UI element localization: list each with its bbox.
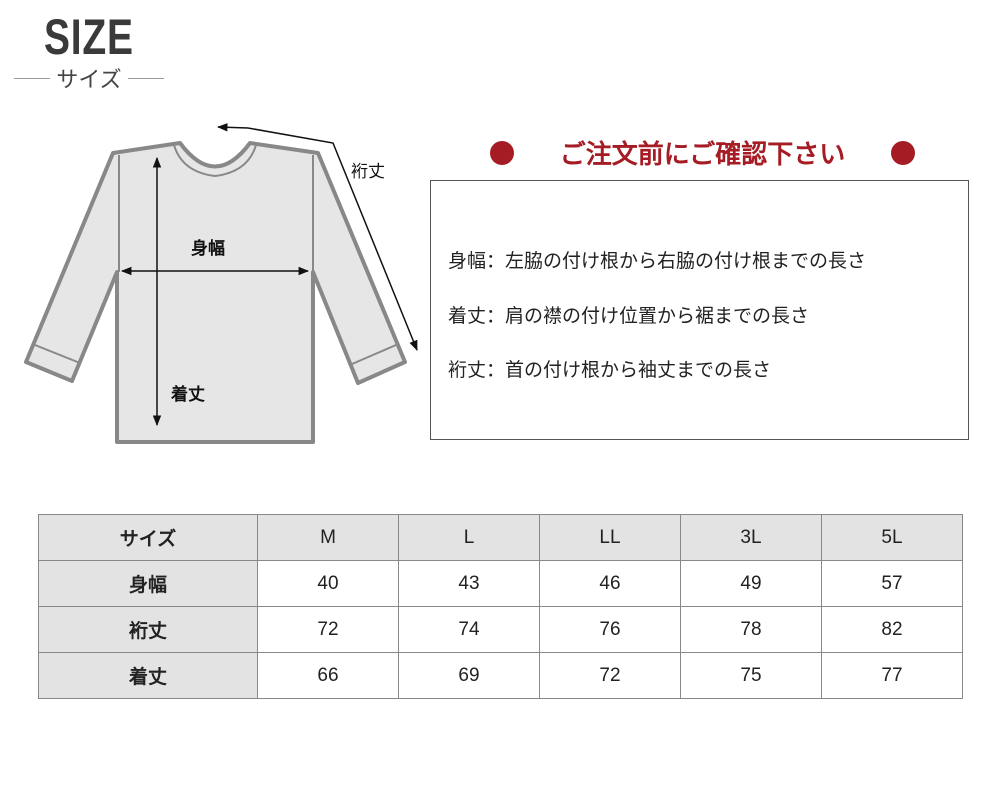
table-cell: 82: [821, 606, 963, 653]
row-label: 身幅: [38, 560, 258, 607]
table-cell: 75: [680, 652, 822, 699]
notice-title: ご注文前にご確認下さい: [559, 140, 846, 170]
sweater-outline: [24, 141, 407, 444]
size-table: サイズ M L LL 3L 5L 身幅 40 43 46 49 57 裄丈 72…: [38, 514, 963, 699]
table-cell: 74: [398, 606, 540, 653]
bullet-icon: [890, 140, 915, 165]
page-subtitle: サイズ: [14, 62, 164, 94]
table-row: 身幅 40 43 46 49 57: [38, 560, 963, 607]
table-cell: 76: [539, 606, 681, 653]
table-cell: 72: [257, 606, 399, 653]
table-cell: 43: [398, 560, 540, 607]
table-cell: 69: [398, 652, 540, 699]
notice-line-sleeve: 裄丈：首の付け根から袖丈までの長さ: [448, 359, 772, 381]
table-cell: 66: [257, 652, 399, 699]
notice-box: 身幅：左脇の付け根から右脇の付け根までの長さ 着丈：肩の襟の付け位置から裾までの…: [430, 180, 969, 440]
bullet-icon: [490, 140, 514, 165]
table-cell: 46: [539, 560, 681, 607]
sleeve-label: 裄丈: [351, 162, 385, 182]
subtitle-text: サイズ: [56, 68, 122, 93]
divider: [127, 77, 164, 79]
table-cell: 40: [257, 560, 399, 607]
table-cell: 72: [539, 652, 681, 699]
table-cell: 78: [680, 606, 822, 653]
length-label: 着丈: [171, 385, 205, 405]
cuff-left: [34, 344, 81, 364]
table-header-row: サイズ M L LL 3L 5L: [38, 514, 963, 561]
table-row: 着丈 66 69 72 75 77: [38, 652, 963, 699]
divider: [14, 77, 51, 79]
header-cell: 3L: [680, 514, 822, 561]
header-cell: M: [257, 514, 399, 561]
page-title: SIZE: [44, 9, 134, 65]
notice-line-width: 身幅：左脇の付け根から右脇の付け根までの長さ: [448, 250, 867, 272]
header-cell: L: [398, 514, 540, 561]
row-label: 裄丈: [38, 606, 258, 653]
table-cell: 57: [821, 560, 963, 607]
width-label: 身幅: [191, 239, 225, 259]
row-label: 着丈: [38, 652, 258, 699]
table-cell: 77: [821, 652, 963, 699]
header-cell: サイズ: [38, 514, 258, 561]
sleeve-arrow: [216, 123, 418, 351]
notice-line-length: 着丈：肩の襟の付け位置から裾までの長さ: [448, 305, 810, 327]
table-row: 裄丈 72 74 76 78 82: [38, 606, 963, 653]
header-cell: 5L: [821, 514, 963, 561]
notice-heading: ご注文前にご確認下さい: [490, 134, 915, 171]
table-cell: 49: [680, 560, 822, 607]
sweater-diagram: [24, 123, 418, 444]
header-cell: LL: [539, 514, 681, 561]
